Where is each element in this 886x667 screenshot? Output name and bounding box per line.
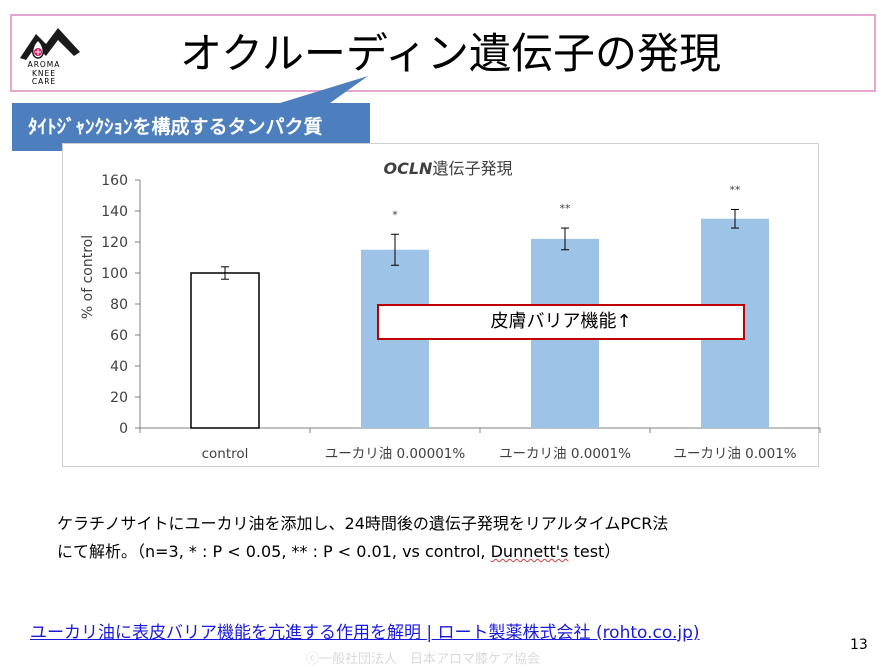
ocln-bar-chart: OCLN遺伝子発現 % of control 0 20 40 60 80 100 120 14… — [80, 159, 821, 462]
significance-marker: ** — [730, 183, 742, 196]
y-tick-label: 80 — [110, 297, 128, 313]
y-tick-label: 0 — [119, 421, 128, 437]
chart-title: OCLN遺伝子発現 — [384, 159, 513, 178]
description-line-2: にて解析。（n=3, * : P < 0.05, ** : P < 0.01, … — [57, 538, 668, 566]
y-tick-label: 120 — [101, 235, 128, 251]
x-tick-label: ユーカリ油 0.0001% — [499, 446, 631, 462]
y-tick-label: 20 — [110, 390, 128, 406]
title-box — [10, 14, 876, 92]
x-tick-label: control — [202, 446, 249, 462]
significance-marker: * — [392, 208, 398, 221]
logo-line-aroma: AROMA — [27, 60, 61, 69]
slide-title: オクルーディン遺伝子の発現 — [180, 29, 721, 78]
copyright-watermark: ⓒ一般社団法人 日本アロマ膝ケア協会 — [306, 652, 541, 667]
description-line-2-main: にて解析。（n=3, * : P < 0.05, ** : P < 0.01, … — [57, 542, 491, 561]
y-axis-label: % of control — [80, 235, 96, 319]
page-number: 13 — [850, 637, 868, 653]
significance-marker: ** — [560, 202, 572, 215]
logo-line-care: CARE — [31, 77, 57, 86]
y-tick-label: 40 — [110, 359, 128, 375]
x-tick-label: ユーカリ油 0.001% — [673, 446, 796, 462]
y-tick-label: 140 — [101, 204, 128, 220]
x-tick-label: ユーカリ油 0.00001% — [325, 446, 466, 462]
callout-pointer — [280, 76, 368, 103]
spellcheck-word: Dunnett's — [490, 542, 569, 561]
y-tick-label: 160 — [101, 173, 128, 189]
y-tick-label: 100 — [101, 266, 128, 282]
y-tick-label: 60 — [110, 328, 128, 344]
description: ケラチノサイトにユーカリ油を添加し、24時間後の遺伝子発現をリアルタイムPCR法… — [57, 510, 668, 566]
source-link[interactable]: ユーカリ油に表皮バリア機能を亢進する作用を解明 | ロート製薬株式会社 (roh… — [30, 623, 700, 643]
description-line-2-end: test） — [568, 542, 621, 561]
logo-line-knee: KNEE — [31, 68, 56, 78]
aroma-knee-care-logo — [20, 28, 80, 60]
bar-0 — [190, 272, 260, 429]
description-line-1: ケラチノサイトにユーカリ油を添加し、24時間後の遺伝子発現をリアルタイムPCR法 — [57, 514, 669, 533]
logo-text: AROMA KNEE CARE — [24, 60, 64, 87]
skin-barrier-annotation: 皮膚バリア機能↑ — [377, 304, 745, 340]
